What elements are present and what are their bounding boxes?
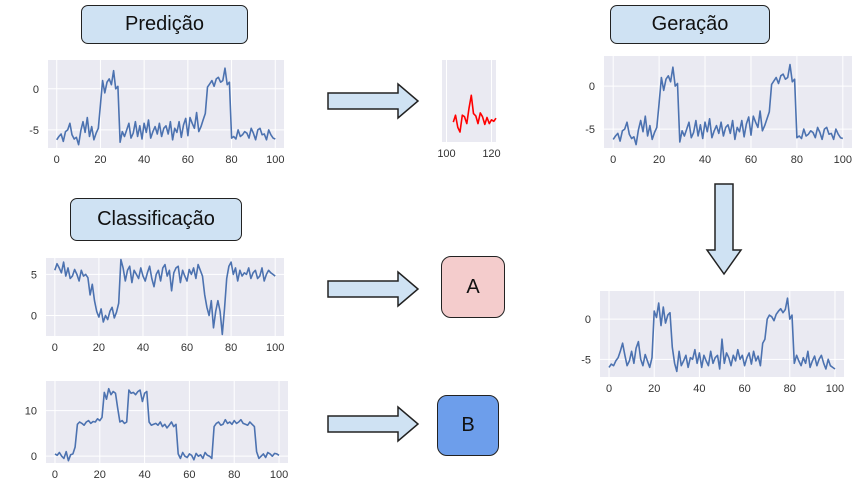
prediction-input-chart: 0 20 40 60 80 100 -5 0 — [14, 52, 292, 178]
x-tick-label: 80 — [791, 154, 803, 166]
generation-arrow — [705, 183, 743, 276]
x-tick-label: 20 — [94, 469, 106, 481]
y-tick-label: 0 — [31, 310, 37, 322]
x-tick-label: 100 — [266, 342, 284, 354]
classification-a-chart: 0 20 40 60 80 100 0 5 — [14, 248, 294, 366]
x-tick-label: 0 — [52, 469, 58, 481]
x-tick-label: 80 — [784, 383, 796, 395]
series-line — [612, 63, 844, 146]
x-tick-label: 100 — [826, 383, 844, 395]
classification-b-arrow — [327, 405, 420, 443]
plot-area — [604, 56, 852, 148]
y-tick-label: 5 — [31, 269, 37, 281]
class-b-box: B — [437, 395, 499, 456]
classification-label: Classificação — [70, 198, 242, 241]
series-line — [54, 258, 276, 336]
x-tick-label: 120 — [482, 148, 500, 160]
generation-top-chart: 0 20 40 60 80 100 -5 0 — [570, 48, 856, 174]
x-tick-label: 60 — [738, 383, 750, 395]
x-tick-label: 40 — [137, 342, 149, 354]
x-tick-label: 100 — [834, 154, 852, 166]
x-tick-label: 100 — [270, 469, 288, 481]
x-tick-label: 0 — [610, 154, 616, 166]
prediction-arrow — [327, 82, 420, 120]
series-line — [608, 297, 836, 373]
generation-bottom-chart: 0 20 40 60 80 100 -5 0 — [562, 283, 864, 409]
x-tick-label: 0 — [54, 154, 60, 166]
y-tick-label: -5 — [29, 125, 39, 137]
x-tick-label: 20 — [653, 154, 665, 166]
x-tick-label: 60 — [745, 154, 757, 166]
plot-area — [600, 291, 844, 377]
y-tick-label: 10 — [25, 406, 37, 418]
x-tick-label: 40 — [693, 383, 705, 395]
series-line — [56, 67, 276, 146]
y-tick-label: 0 — [33, 84, 39, 96]
x-tick-label: 60 — [182, 154, 194, 166]
classification-a-arrow — [327, 270, 420, 308]
y-tick-label: 0 — [589, 81, 595, 93]
x-tick-label: 80 — [228, 469, 240, 481]
x-tick-label: 80 — [225, 154, 237, 166]
prediction-forecast-chart: 100 120 — [436, 50, 502, 168]
y-tick-label: -5 — [585, 124, 595, 136]
x-tick-label: 60 — [183, 469, 195, 481]
prediction-label: Predição — [81, 5, 248, 44]
y-tick-label: 0 — [31, 451, 37, 463]
plot-area — [46, 258, 284, 336]
y-tick-label: 0 — [585, 314, 591, 326]
generation-label: Geração — [610, 5, 770, 44]
x-tick-label: 0 — [52, 342, 58, 354]
x-tick-label: 100 — [437, 148, 455, 160]
series-line — [452, 94, 497, 133]
x-tick-label: 20 — [94, 154, 106, 166]
plot-area — [46, 381, 288, 463]
y-tick-label: -5 — [581, 354, 591, 366]
x-tick-label: 20 — [93, 342, 105, 354]
x-tick-label: 40 — [138, 469, 150, 481]
x-tick-label: 60 — [181, 342, 193, 354]
x-tick-label: 40 — [138, 154, 150, 166]
x-tick-label: 20 — [648, 383, 660, 395]
plot-area — [442, 60, 496, 142]
x-tick-label: 40 — [699, 154, 711, 166]
x-tick-label: 80 — [225, 342, 237, 354]
class-a-box: A — [441, 256, 505, 318]
plot-area — [48, 60, 284, 148]
series-line — [54, 387, 280, 462]
x-tick-label: 0 — [606, 383, 612, 395]
x-tick-label: 100 — [266, 154, 284, 166]
classification-b-chart: 0 20 40 60 80 100 0 10 — [14, 373, 294, 491]
